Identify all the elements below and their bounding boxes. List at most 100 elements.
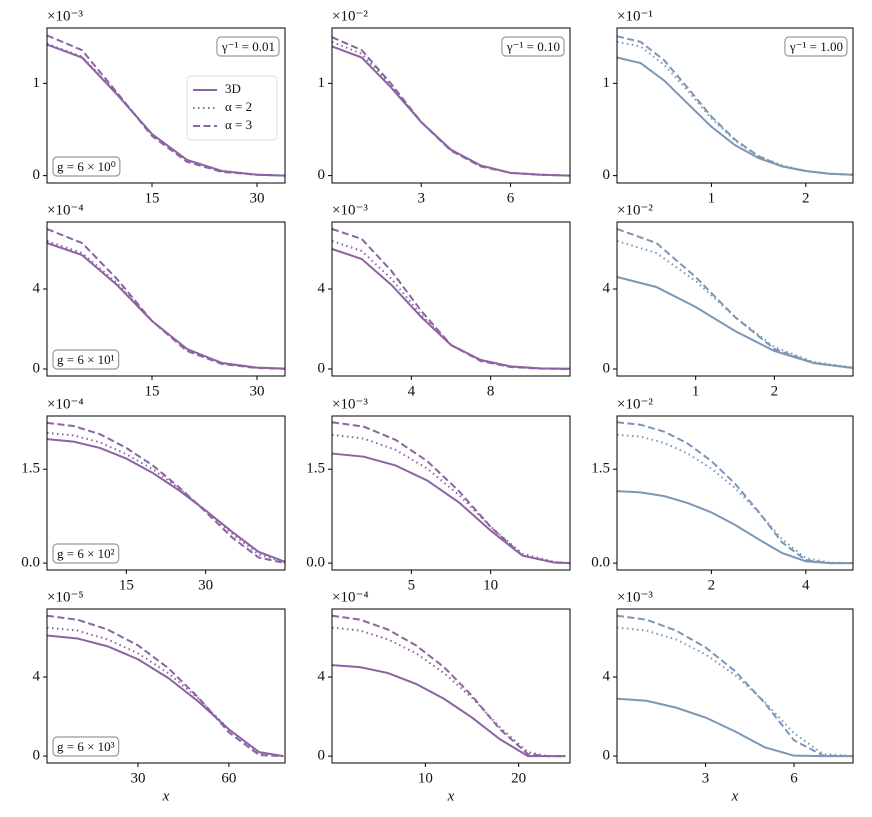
offset-text: ×10⁻⁴ [47,396,84,412]
x-axis-label: x [162,788,170,804]
annotation-box [501,36,565,57]
y-tick-label: 4 [318,668,326,684]
y-tick-label: 1 [33,75,41,91]
annotation: g = 6 × 10¹ [57,352,115,367]
series-line [331,452,571,565]
y-tick-label: 0.0 [306,555,325,571]
offset-text: ×10⁻³ [332,396,368,412]
x-tick-label: 30 [198,577,213,593]
x-tick-label: 15 [145,383,160,399]
series-line [616,490,853,565]
offset-text: ×10⁻³ [332,202,368,218]
series-line [331,45,571,177]
plot-frame [331,608,571,764]
series-line [616,614,854,758]
series-line [46,438,286,563]
x-tick-label: 30 [250,190,265,206]
series-line [616,240,854,369]
annotation-box [216,36,280,57]
legend-box [186,75,278,141]
series-line [46,34,286,177]
x-tick-label: 4 [408,383,416,399]
x-tick-label: 15 [119,577,134,593]
series-line [616,697,853,758]
series-line [46,228,286,370]
plot-frame [616,415,854,571]
y-tick-label: 4 [33,668,41,684]
series-line [331,228,571,370]
series-line [331,614,566,758]
y-tick-label: 0.0 [21,555,40,571]
y-tick-label: 1 [318,75,326,91]
offset-text: ×10⁻⁴ [332,589,369,605]
y-tick-label: 0.0 [591,555,610,571]
y-tick-label: 0 [603,360,611,376]
x-tick-label: 10 [483,577,498,593]
series-line [331,240,571,370]
y-tick-label: 0 [33,748,41,764]
x-tick-label: 3 [418,190,426,206]
x-tick-label: 60 [221,770,236,786]
annotation: g = 6 × 10³ [57,739,115,754]
annotation: g = 6 × 10⁰ [57,159,116,174]
series-line [331,40,571,177]
series-line [616,40,854,176]
plot-frame [46,608,286,764]
y-tick-label: 1.5 [306,461,325,477]
y-tick-label: 0 [318,748,326,764]
series-line [331,421,571,565]
offset-text: ×10⁻² [617,396,653,412]
offset-text: ×10⁻³ [617,589,653,605]
x-tick-label: 3 [702,770,710,786]
x-tick-label: 6 [507,190,515,206]
x-tick-label: 4 [802,577,810,593]
x-tick-label: 1 [692,383,700,399]
plot-frame [331,27,571,184]
x-tick-label: 1 [708,190,716,206]
series-line [46,634,284,758]
x-tick-label: 8 [487,383,495,399]
series-line [616,35,854,176]
y-tick-label: 4 [603,280,611,296]
series-line [616,56,854,176]
x-tick-label: 2 [708,577,716,593]
y-tick-label: 0 [318,360,326,376]
series-line [46,614,284,758]
plot-frame [616,27,854,184]
y-tick-label: 1.5 [591,461,610,477]
series-line [616,626,854,758]
plot-frame [46,27,286,184]
y-tick-label: 0 [318,167,326,183]
offset-text: ×10⁻³ [47,8,83,24]
x-tick-label: 15 [145,190,160,206]
x-tick-label: 10 [418,770,433,786]
annotation: γ⁻¹ = 1.00 [789,39,843,54]
legend-label: α = 2 [225,99,252,114]
legend-label: α = 3 [225,117,252,132]
annotation-box [52,543,120,564]
y-tick-label: 0 [603,167,611,183]
series-line [331,433,571,565]
y-tick-label: 0 [33,167,41,183]
offset-text: ×10⁻² [332,8,368,24]
plot-frame [46,221,286,377]
offset-text: ×10⁻⁵ [47,589,84,605]
y-tick-label: 1 [603,75,611,91]
series-line [616,276,854,369]
y-tick-label: 4 [318,280,326,296]
series-line [46,626,284,758]
offset-text: ×10⁻² [617,202,653,218]
annotation: γ⁻¹ = 0.01 [221,39,275,54]
x-axis-label: x [731,788,739,804]
legend-label: 3D [225,81,241,96]
series-line [331,36,571,177]
plot-frame [46,415,286,571]
y-tick-label: 4 [603,668,611,684]
x-tick-label: 2 [802,190,810,206]
x-tick-label: 30 [250,383,265,399]
annotation-box [52,736,120,757]
annotation: g = 6 × 10² [57,546,115,561]
x-tick-label: 6 [790,770,798,786]
plot-frame [616,608,854,764]
